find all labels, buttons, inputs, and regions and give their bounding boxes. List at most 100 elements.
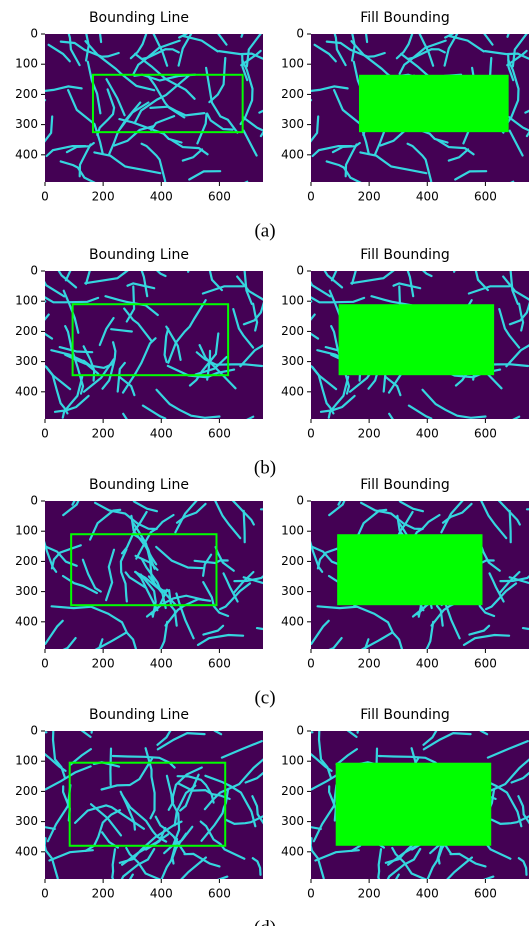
y-tick-label: 200 (15, 87, 38, 101)
edge-stroke (132, 501, 158, 513)
edge-texture (45, 271, 263, 419)
x-tick-label: 200 (358, 427, 381, 441)
edge-stroke (97, 638, 104, 649)
edge-stroke (177, 34, 193, 67)
y-tick-label: 400 (281, 844, 304, 858)
edge-stroke (62, 637, 77, 649)
edge-stroke (171, 832, 188, 865)
edge-stroke (118, 820, 183, 864)
edge-stroke (110, 328, 133, 333)
y-tick-label: 0 (30, 724, 38, 738)
edge-stroke (119, 790, 136, 831)
edge-stroke (245, 34, 262, 68)
x-tick-label: 0 (307, 427, 315, 441)
edge-stroke (87, 604, 138, 649)
x-tick-label: 0 (307, 887, 315, 901)
edge-stroke (497, 501, 521, 526)
y-tick-label: 300 (15, 117, 38, 131)
edge-stroke (175, 592, 195, 640)
edge-stroke (67, 89, 104, 155)
caption: (b) (254, 457, 276, 478)
edge-stroke (435, 138, 475, 156)
edge-stroke (140, 271, 149, 298)
bounding-box (71, 303, 230, 377)
edge-stroke (133, 74, 190, 124)
edge-stroke (165, 774, 181, 846)
x-tick-label: 400 (416, 887, 439, 901)
edge-stroke (325, 160, 362, 182)
subplot-title: Fill Bounding (360, 707, 450, 723)
edge-stroke (353, 604, 404, 649)
edge-stroke (236, 275, 263, 301)
edge-stroke (50, 349, 100, 375)
edge-stroke (311, 280, 332, 298)
y-tick-label: 300 (15, 814, 38, 828)
y-tick-label: 0 (296, 494, 304, 508)
edge-stroke (502, 275, 529, 301)
edge-stroke (96, 88, 116, 136)
edge-stroke (232, 570, 255, 595)
x-tick-label: 400 (150, 190, 173, 204)
edge-stroke (240, 49, 262, 67)
edge-stroke (57, 271, 78, 289)
edge-stroke (45, 85, 83, 92)
y-tick-label: 400 (15, 614, 38, 628)
y-tick-label: 100 (281, 57, 304, 71)
edge-stroke (141, 404, 167, 419)
subplot: Bounding Line 0 200 400 600 0 100 200 300 400 (15, 707, 263, 901)
edge-stroke (89, 508, 122, 541)
edge-stroke (239, 58, 254, 126)
edge-stroke (311, 99, 313, 102)
y-tick-label: 200 (15, 324, 38, 338)
edge-stroke (174, 501, 198, 534)
edge-stroke (217, 34, 228, 46)
edge-stroke (62, 501, 80, 517)
edge-stroke (132, 533, 156, 570)
y-tick-label: 300 (281, 584, 304, 598)
x-tick-label: 0 (307, 657, 315, 671)
x-tick-label: 400 (416, 427, 439, 441)
edge-stroke (311, 332, 320, 340)
edge-stroke (187, 271, 190, 273)
y-tick-label: 0 (30, 27, 38, 41)
edge-stroke (179, 773, 200, 812)
y-tick-label: 400 (15, 147, 38, 161)
edge-stroke (239, 344, 263, 368)
y-tick-label: 100 (15, 524, 38, 538)
edge-stroke (45, 826, 56, 830)
edge-stroke (467, 285, 511, 295)
edge-stroke (311, 541, 324, 573)
edge-stroke (188, 332, 220, 387)
edge-stroke (93, 151, 162, 175)
edge-stroke (421, 388, 487, 419)
edge-stroke (163, 327, 170, 364)
x-tick-label: 600 (474, 887, 497, 901)
edge-stroke (319, 394, 356, 413)
edge-stroke (323, 271, 344, 289)
y-tick-label: 200 (281, 87, 304, 101)
edge-stroke (222, 572, 239, 603)
x-tick-label: 0 (41, 887, 49, 901)
edge-stroke (483, 34, 494, 46)
edge-stroke (120, 847, 156, 879)
edge-stroke (85, 34, 90, 62)
edge-stroke (45, 366, 69, 415)
y-tick-label: 200 (15, 554, 38, 568)
edge-stroke (205, 66, 239, 134)
edge-stroke (193, 559, 229, 565)
edge-stroke (202, 553, 213, 577)
edge-stroke (50, 605, 92, 610)
edge-stroke (180, 856, 207, 879)
edge-stroke (101, 341, 117, 390)
edge-stroke (194, 355, 228, 376)
edge-stroke (251, 795, 263, 825)
edge-stroke (98, 34, 103, 44)
edge-stroke (109, 747, 113, 787)
x-tick-label: 600 (474, 190, 497, 204)
edge-stroke (453, 271, 456, 273)
edge-stroke (45, 332, 54, 340)
edge-stroke (510, 771, 529, 784)
edge-stroke (200, 788, 230, 842)
edge-stroke (64, 325, 85, 395)
